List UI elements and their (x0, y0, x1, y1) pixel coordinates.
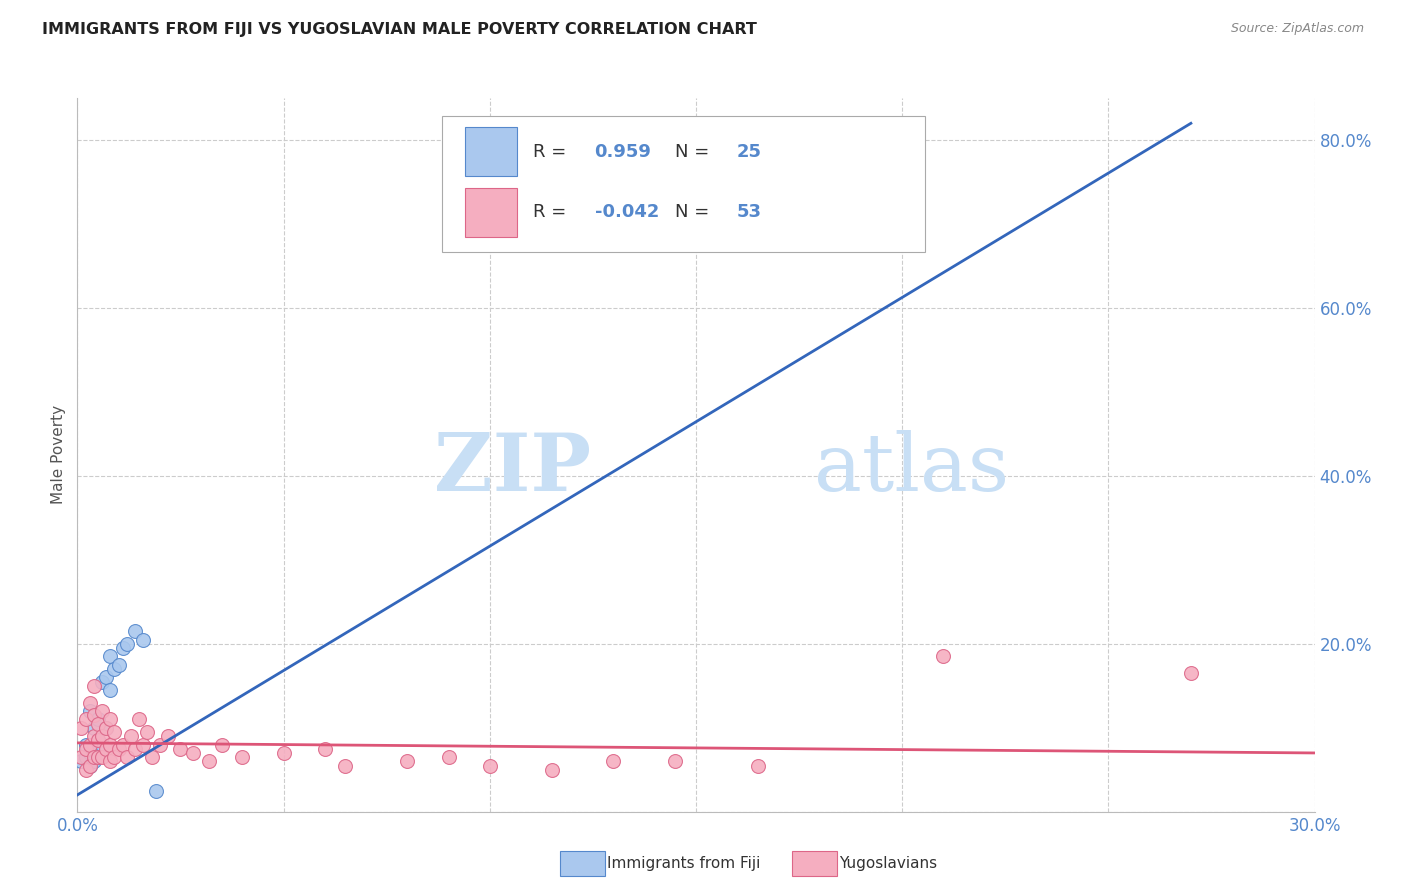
Point (107, 741, 129, 756)
Point (91, 750, 114, 764)
Point (437, 750, 460, 764)
Point (169, 741, 191, 756)
Point (79, 758, 101, 772)
Point (91, 674, 114, 689)
Point (103, 750, 125, 764)
Point (478, 758, 501, 772)
Point (83, 738, 105, 752)
Point (145, 783, 167, 797)
Point (87, 750, 110, 764)
Point (98, 683, 121, 698)
Text: 25: 25 (737, 143, 762, 161)
Point (111, 738, 134, 752)
Text: -0.042: -0.042 (595, 203, 659, 221)
Point (87, 733, 110, 747)
Y-axis label: Male Poverty: Male Poverty (51, 405, 66, 505)
Point (115, 637, 138, 651)
Text: R =: R = (533, 143, 572, 161)
Point (96, 670, 118, 684)
Point (79, 704, 101, 718)
Text: R =: R = (533, 203, 572, 221)
Point (87, 733, 110, 747)
Point (747, 758, 769, 772)
Point (91, 704, 114, 718)
Point (211, 738, 233, 752)
Point (932, 649, 955, 664)
Point (103, 662, 125, 676)
Point (602, 755, 624, 769)
Point (75, 712, 97, 726)
Point (128, 712, 150, 726)
Point (83, 750, 105, 764)
Point (79, 746, 101, 760)
Point (181, 746, 204, 760)
Point (98, 649, 121, 664)
Text: Source: ZipAtlas.com: Source: ZipAtlas.com (1230, 22, 1364, 36)
Point (396, 755, 419, 769)
Point (107, 657, 129, 672)
Point (141, 750, 163, 764)
Point (132, 632, 155, 647)
Point (115, 750, 138, 764)
Text: Immigrants from Fiji: Immigrants from Fiji (607, 856, 761, 871)
Point (335, 758, 357, 772)
Point (96, 721, 118, 735)
Point (83, 708, 105, 723)
Point (198, 755, 221, 769)
Point (75, 741, 97, 756)
Point (70, 755, 93, 769)
FancyBboxPatch shape (464, 127, 516, 177)
FancyBboxPatch shape (443, 116, 925, 252)
Point (75, 750, 97, 764)
Text: Yugoslavians: Yugoslavians (839, 856, 938, 871)
Point (87, 716, 110, 731)
Point (1180, 666, 1202, 681)
Text: N =: N = (675, 143, 714, 161)
Point (231, 750, 253, 764)
Point (314, 741, 336, 756)
Text: IMMIGRANTS FROM FIJI VS YUGOSLAVIAN MALE POVERTY CORRELATION CHART: IMMIGRANTS FROM FIJI VS YUGOSLAVIAN MALE… (42, 22, 756, 37)
Point (91, 729, 114, 743)
Point (111, 640, 134, 655)
Point (87, 750, 110, 764)
Point (98, 738, 121, 752)
Point (157, 729, 180, 743)
Point (273, 746, 295, 760)
Point (83, 721, 105, 735)
Point (83, 755, 105, 769)
Point (120, 729, 142, 743)
Point (75, 763, 97, 777)
Text: atlas: atlas (814, 430, 1008, 508)
Point (96, 741, 118, 756)
Point (540, 763, 562, 777)
Point (664, 755, 686, 769)
Point (98, 712, 121, 726)
Text: N =: N = (675, 203, 714, 221)
Point (79, 696, 101, 710)
Point (83, 679, 105, 693)
Text: 0.959: 0.959 (595, 143, 651, 161)
Point (96, 721, 118, 735)
Point (79, 738, 101, 752)
Text: 53: 53 (737, 203, 762, 221)
FancyBboxPatch shape (464, 187, 516, 237)
Point (132, 738, 155, 752)
Point (87, 712, 110, 726)
Point (70, 721, 93, 735)
Text: ZIP: ZIP (434, 430, 591, 508)
Point (103, 725, 125, 739)
Point (124, 741, 146, 756)
Point (70, 750, 93, 764)
Point (83, 729, 105, 743)
Point (149, 738, 172, 752)
Point (75, 738, 97, 752)
Point (136, 725, 159, 739)
Point (79, 758, 101, 772)
Point (98, 755, 121, 769)
Point (91, 738, 114, 752)
Point (124, 624, 146, 639)
